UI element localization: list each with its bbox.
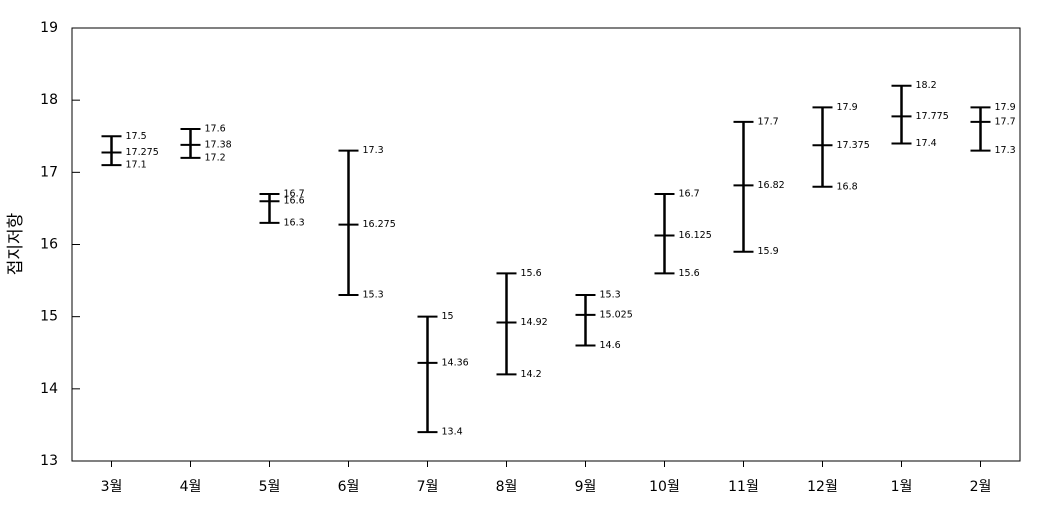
min-label: 15.6 bbox=[679, 268, 700, 279]
x-tick-label: 11월 bbox=[728, 479, 759, 495]
mean-label: 14.92 bbox=[521, 317, 548, 328]
min-label: 17.1 bbox=[126, 160, 147, 171]
x-tick-label: 9월 bbox=[575, 479, 597, 495]
y-axis-label: 접지저항 bbox=[6, 212, 26, 275]
x-tick-label: 3월 bbox=[101, 479, 123, 495]
mean-label: 15.025 bbox=[600, 309, 633, 320]
x-tick-label: 6월 bbox=[338, 479, 360, 495]
mean-label: 17.275 bbox=[126, 147, 159, 158]
max-label: 15.6 bbox=[521, 268, 542, 279]
mean-label: 16.82 bbox=[758, 180, 785, 191]
x-tick-label: 7월 bbox=[417, 479, 439, 495]
mean-label: 16.6 bbox=[284, 196, 305, 207]
min-label: 13.4 bbox=[442, 427, 463, 438]
max-label: 17.5 bbox=[126, 131, 147, 142]
x-tick-label: 4월 bbox=[180, 479, 202, 495]
min-label: 16.8 bbox=[837, 181, 858, 192]
y-tick-label: 16 bbox=[40, 237, 58, 253]
y-tick-label: 17 bbox=[40, 164, 58, 180]
mean-label: 16.275 bbox=[363, 219, 396, 230]
y-tick-label: 19 bbox=[40, 20, 58, 36]
max-label: 17.7 bbox=[758, 116, 779, 127]
max-label: 17.9 bbox=[837, 102, 858, 113]
y-tick-label: 13 bbox=[40, 453, 58, 469]
y-tick-label: 15 bbox=[40, 309, 58, 325]
mean-label: 16.125 bbox=[679, 230, 712, 241]
max-label: 18.2 bbox=[916, 80, 937, 91]
x-tick-label: 12월 bbox=[807, 479, 838, 495]
max-label: 16.7 bbox=[679, 188, 700, 199]
mean-label: 17.775 bbox=[916, 111, 949, 122]
mean-label: 17.38 bbox=[205, 139, 232, 150]
min-label: 15.9 bbox=[758, 246, 779, 257]
max-label: 17.3 bbox=[363, 145, 384, 156]
y-tick-label: 18 bbox=[40, 92, 58, 108]
mean-label: 14.36 bbox=[442, 357, 469, 368]
x-tick-label: 8월 bbox=[496, 479, 518, 495]
min-label: 17.4 bbox=[916, 138, 937, 149]
plot-frame bbox=[71, 27, 1021, 462]
min-label: 14.2 bbox=[521, 369, 542, 380]
min-label: 17.3 bbox=[995, 145, 1016, 156]
mean-label: 17.7 bbox=[995, 116, 1016, 127]
x-tick-label: 5월 bbox=[259, 479, 281, 495]
max-label: 15.3 bbox=[600, 290, 621, 301]
x-tick-label: 1월 bbox=[891, 479, 913, 495]
y-tick-label: 14 bbox=[40, 381, 58, 397]
max-label: 17.9 bbox=[995, 102, 1016, 113]
min-label: 16.3 bbox=[284, 217, 305, 228]
min-label: 15.3 bbox=[363, 290, 384, 301]
max-label: 16.7 bbox=[284, 188, 305, 199]
x-tick-label: 10월 bbox=[649, 479, 680, 495]
mean-label: 17.375 bbox=[837, 140, 870, 151]
min-label: 17.2 bbox=[205, 152, 226, 163]
min-label: 14.6 bbox=[600, 340, 621, 351]
max-label: 15 bbox=[442, 311, 454, 322]
x-tick-label: 2월 bbox=[970, 479, 992, 495]
max-label: 17.6 bbox=[205, 124, 226, 135]
